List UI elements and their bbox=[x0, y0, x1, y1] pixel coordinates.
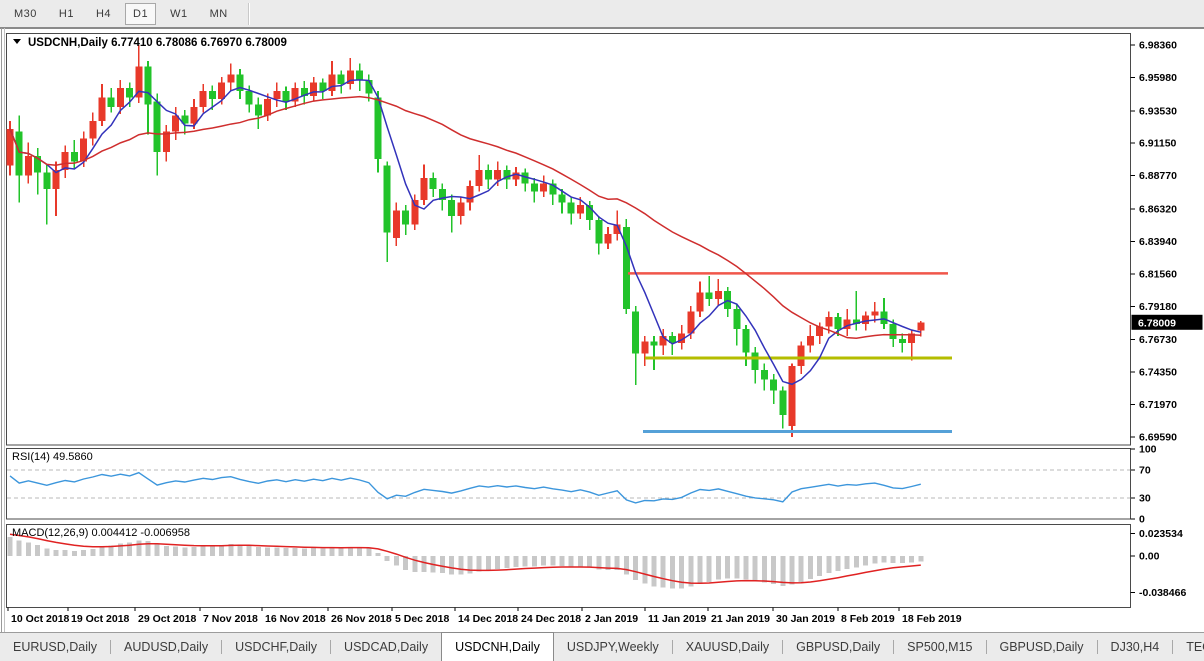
chart-tab-usdjpy-weekly[interactable]: USDJPY,Weekly bbox=[566, 640, 659, 654]
svg-text:6.98360: 6.98360 bbox=[1139, 40, 1177, 52]
svg-text:14 Dec 2018: 14 Dec 2018 bbox=[458, 613, 518, 625]
svg-text:29 Oct 2018: 29 Oct 2018 bbox=[138, 613, 197, 625]
svg-text:11 Jan 2019: 11 Jan 2019 bbox=[648, 613, 707, 625]
chart-tab-tech100[interactable]: TECH100 bbox=[1186, 640, 1204, 654]
rsi-label: RSI(14) 49.5860 bbox=[12, 451, 93, 463]
chart-tab-usdchf-daily[interactable]: USDCHF,Daily bbox=[235, 640, 318, 654]
chart-tab-xauusd-daily[interactable]: XAUUSD,Daily bbox=[685, 640, 770, 654]
svg-text:2 Jan 2019: 2 Jan 2019 bbox=[585, 613, 638, 625]
ma-slow-line bbox=[9, 95, 921, 340]
svg-text:8 Feb 2019: 8 Feb 2019 bbox=[841, 613, 895, 625]
timeframe-toolbar: M30 H1 H4 D1 W1 MN bbox=[0, 0, 1204, 28]
svg-text:6.69590: 6.69590 bbox=[1139, 431, 1177, 443]
timeframe-button-h4[interactable]: H4 bbox=[95, 7, 112, 20]
svg-text:7 Nov 2018: 7 Nov 2018 bbox=[203, 613, 258, 625]
tab-separator bbox=[1096, 640, 1098, 654]
chart-tab-usdcnh-daily[interactable]: USDCNH,Daily bbox=[441, 632, 554, 661]
svg-text:21 Jan 2019: 21 Jan 2019 bbox=[711, 613, 770, 625]
macd-histogram bbox=[7, 536, 924, 589]
svg-text:6.88770: 6.88770 bbox=[1139, 170, 1177, 182]
svg-text:6.76730: 6.76730 bbox=[1139, 334, 1177, 346]
svg-text:0: 0 bbox=[1139, 514, 1145, 526]
timeframe-button-h1[interactable]: H1 bbox=[58, 7, 74, 20]
symbol-dropdown-icon[interactable] bbox=[13, 39, 21, 44]
chart-tab-usdcad-daily[interactable]: USDCAD,Daily bbox=[344, 640, 429, 654]
date-axis: 10 Oct 2018 19 Oct 2018 29 Oct 2018 7 Nov 2… bbox=[7, 607, 962, 625]
chart-tab-dj30-h4[interactable]: DJ30,H4 bbox=[1110, 640, 1160, 654]
chart-tab-eurusd-daily[interactable]: EURUSD,Daily bbox=[13, 640, 98, 654]
macd-signal-line bbox=[9, 533, 921, 585]
svg-text:19 Oct 2018: 19 Oct 2018 bbox=[71, 613, 130, 625]
chart-area: USDCNH,Daily 6.77410 6.78086 6.76970 6.7… bbox=[0, 28, 1204, 632]
chart-tab-gbpusd-daily[interactable]: GBPUSD,Daily bbox=[999, 640, 1084, 654]
rsi-line bbox=[9, 471, 921, 504]
timeframe-button-w1[interactable]: W1 bbox=[170, 7, 188, 20]
tab-separator bbox=[985, 640, 987, 654]
svg-text:70: 70 bbox=[1139, 465, 1151, 477]
timeframe-button-mn[interactable]: MN bbox=[209, 7, 228, 20]
svg-text:10 Oct 2018: 10 Oct 2018 bbox=[11, 613, 70, 625]
svg-text:30 Jan 2019: 30 Jan 2019 bbox=[776, 613, 835, 625]
chart-tab-audusd-daily[interactable]: AUDUSD,Daily bbox=[124, 640, 209, 654]
rsi-indicator: 100 70 30 0 RSI(14) 49.5860 bbox=[7, 444, 1157, 526]
svg-text:6.71970: 6.71970 bbox=[1139, 399, 1177, 411]
svg-text:6.79180: 6.79180 bbox=[1139, 301, 1177, 313]
svg-text:6.91150: 6.91150 bbox=[1139, 138, 1177, 150]
tab-separator bbox=[110, 640, 112, 654]
ma-fast-line bbox=[9, 79, 921, 386]
svg-text:30: 30 bbox=[1139, 493, 1151, 505]
svg-text:6.83940: 6.83940 bbox=[1139, 236, 1177, 248]
svg-text:100: 100 bbox=[1139, 444, 1157, 456]
svg-text:0.00: 0.00 bbox=[1139, 551, 1160, 563]
symbol-tab-bar: EURUSD,Daily AUDUSD,Daily USDCHF,Daily USDC… bbox=[0, 632, 1204, 661]
current-price-badge: 6.78009 bbox=[1131, 314, 1203, 330]
svg-text:-0.038466: -0.038466 bbox=[1139, 587, 1186, 599]
timeframe-button-m30[interactable]: M30 bbox=[14, 7, 37, 20]
macd-label: MACD(12,26,9) 0.004412 -0.006958 bbox=[12, 527, 190, 539]
macd-panel bbox=[6, 524, 1131, 608]
tab-separator bbox=[1172, 640, 1174, 654]
svg-text:5 Dec 2018: 5 Dec 2018 bbox=[395, 613, 449, 625]
svg-text:6.95980: 6.95980 bbox=[1139, 72, 1177, 84]
svg-text:0.023534: 0.023534 bbox=[1139, 528, 1183, 540]
macd-indicator: 0.023534 0.00 -0.038466 MACD(12,26,9) 0.004… bbox=[7, 527, 1186, 599]
tab-separator bbox=[893, 640, 895, 654]
svg-text:26 Nov 2018: 26 Nov 2018 bbox=[331, 613, 392, 625]
rsi-panel bbox=[6, 448, 1131, 520]
main-chart: USDCNH,Daily 6.77410 6.78086 6.76970 6.7… bbox=[6, 37, 952, 437]
main-chart-panel bbox=[6, 33, 1131, 446]
tab-separator bbox=[782, 640, 784, 654]
toolbar-separator bbox=[247, 2, 250, 25]
svg-text:18 Feb 2019: 18 Feb 2019 bbox=[902, 613, 962, 625]
svg-text:6.74350: 6.74350 bbox=[1139, 367, 1177, 379]
svg-text:6.86320: 6.86320 bbox=[1139, 204, 1177, 216]
svg-text:6.93530: 6.93530 bbox=[1139, 105, 1177, 117]
svg-text:6.81560: 6.81560 bbox=[1139, 268, 1177, 280]
chart-tab-sp500-m15[interactable]: SP500,M15 bbox=[907, 640, 973, 654]
svg-text:16 Nov 2018: 16 Nov 2018 bbox=[265, 613, 326, 625]
timeframe-button-d1[interactable]: D1 bbox=[125, 2, 157, 25]
tab-separator bbox=[221, 640, 223, 654]
candlestick-series bbox=[6, 45, 925, 437]
chart-title: USDCNH,Daily 6.77410 6.78086 6.76970 6.7… bbox=[13, 37, 287, 49]
svg-text:USDCNH,Daily 6.77410 6.78086: USDCNH,Daily 6.77410 6.78086 6.76970 6.7… bbox=[28, 37, 287, 49]
tab-separator bbox=[671, 640, 673, 654]
tab-separator bbox=[330, 640, 332, 654]
svg-text:6.78009: 6.78009 bbox=[1138, 317, 1176, 329]
price-axis: 6.98360 6.95980 6.93530 6.91150 6.88770 6.863… bbox=[1130, 40, 1177, 443]
chart-tab-gbpusd-daily[interactable]: GBPUSD,Daily bbox=[796, 640, 881, 654]
svg-text:24 Dec 2018: 24 Dec 2018 bbox=[521, 613, 581, 625]
